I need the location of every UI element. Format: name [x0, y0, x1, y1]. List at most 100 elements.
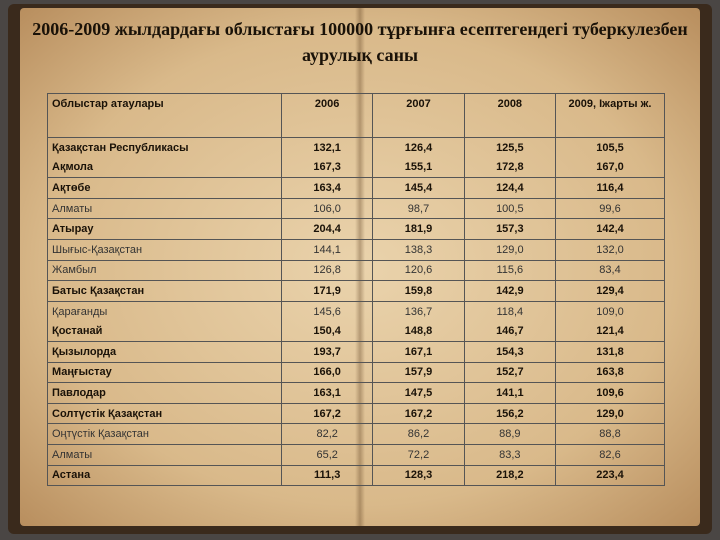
value-cell: 163,1	[280, 382, 374, 404]
table-row: Маңғыстау 166,0 157,9 152,7 163,8	[47, 361, 665, 384]
region-cell: Ақмола	[47, 157, 282, 179]
value-cell: 204,4	[280, 218, 374, 240]
value-cell: 157,3	[463, 218, 557, 240]
value-cell: 82,6	[555, 443, 665, 466]
value-cell: 167,1	[372, 340, 465, 363]
title: 2006-2009 жылдардағы облыстағы 100000 тұ…	[32, 19, 688, 65]
value-cell: 124,4	[463, 177, 557, 199]
table-row: Жамбыл 126,8 120,6 115,6 83,4	[47, 259, 665, 282]
table-row: Алматы 65,2 72,2 83,3 82,6	[47, 443, 665, 466]
table-row: Атырау 204,4 181,9 157,3 142,4	[47, 218, 665, 240]
value-cell: 83,3	[463, 443, 557, 466]
table-row: Қызылорда 193,7 167,1 154,3 131,8	[47, 340, 665, 363]
value-cell: 144,1	[280, 238, 374, 261]
table-row: Шығыс-Қазақстан 144,1 138,3 129,0 132,0	[47, 238, 665, 261]
value-cell: 156,2	[463, 402, 557, 425]
table-row: Батыс Қазақстан 171,9 159,8 142,9 129,4	[47, 280, 665, 302]
value-cell: 166,0	[280, 361, 374, 384]
value-cell: 86,2	[372, 423, 465, 445]
header-row: Облыстар атаулары 2006 2007 2008 2009, Іжарт…	[47, 93, 665, 138]
table-row: Алматы 106,0 98,7 100,5 99,6	[47, 197, 665, 220]
table-row: Ақмола 167,3 155,1 172,8 167,0	[47, 157, 665, 179]
value-cell: 223,4	[555, 464, 665, 487]
table-row: Қарағанды 145,6 136,7 118,4 109,0	[47, 300, 665, 322]
value-cell: 150,4	[280, 321, 374, 342]
value-cell: 154,3	[463, 340, 557, 363]
value-cell: 155,1	[372, 157, 465, 179]
value-cell: 145,4	[372, 177, 465, 199]
value-cell: 132,1	[280, 136, 374, 158]
value-cell: 145,6	[280, 300, 374, 322]
value-cell: 146,7	[463, 321, 557, 342]
value-cell: 167,2	[372, 402, 465, 425]
value-cell: 163,8	[555, 361, 665, 384]
value-cell: 129,4	[555, 280, 665, 302]
value-cell: 126,8	[280, 259, 374, 282]
header-cell: Облыстар атаулары	[47, 93, 282, 138]
region-cell: Маңғыстау	[47, 361, 282, 384]
region-cell: Қостанай	[47, 321, 282, 342]
value-cell: 148,8	[372, 321, 465, 342]
table-row: Солтүстік Қазақстан 167,2 167,2 156,2 129,0	[47, 402, 665, 425]
region-cell: Ақтөбе	[47, 177, 282, 199]
value-cell: 142,4	[555, 218, 665, 240]
value-cell: 105,5	[555, 136, 665, 158]
value-cell: 142,9	[463, 280, 557, 302]
value-cell: 109,0	[555, 300, 665, 322]
table-row: Павлодар 163,1 147,5 141,1 109,6	[47, 382, 665, 404]
value-cell: 193,7	[280, 340, 374, 363]
header-cell: 2007	[372, 93, 465, 138]
value-cell: 116,4	[555, 177, 665, 199]
value-cell: 125,5	[463, 136, 557, 158]
region-cell: Оңтүстік Қазақстан	[47, 423, 282, 445]
value-cell: 167,0	[555, 157, 665, 179]
value-cell: 82,2	[280, 423, 374, 445]
value-cell: 147,5	[372, 382, 465, 404]
table-row: Қостанай 150,4 148,8 146,7 121,4	[47, 321, 665, 342]
region-cell: Қарағанды	[47, 300, 282, 322]
region-cell: Шығыс-Қазақстан	[47, 238, 282, 261]
region-cell: Қызылорда	[47, 340, 282, 363]
value-cell: 99,6	[555, 197, 665, 220]
value-cell: 172,8	[463, 157, 557, 179]
header-cell: 2009, Іжарты ж.	[555, 93, 665, 138]
region-cell: Солтүстік Қазақстан	[47, 402, 282, 425]
value-cell: 65,2	[280, 443, 374, 466]
table-row: Астана 111,3 128,3 218,2 223,4	[47, 464, 665, 487]
region-cell: Павлодар	[47, 382, 282, 404]
value-cell: 167,2	[280, 402, 374, 425]
value-cell: 111,3	[280, 464, 374, 487]
value-cell: 72,2	[372, 443, 465, 466]
table: Облыстар атаулары 2006 2007 2008 2009, Іжарт…	[47, 93, 665, 487]
value-cell: 136,7	[372, 300, 465, 322]
value-cell: 88,8	[555, 423, 665, 445]
table-row: Оңтүстік Қазақстан 82,2 86,2 88,9 88,8	[47, 423, 665, 445]
value-cell: 163,4	[280, 177, 374, 199]
header-cell: 2008	[463, 93, 557, 138]
value-cell: 98,7	[372, 197, 465, 220]
value-cell: 159,8	[372, 280, 465, 302]
value-cell: 218,2	[463, 464, 557, 487]
value-cell: 131,8	[555, 340, 665, 363]
value-cell: 138,3	[372, 238, 465, 261]
region-cell: Алматы	[47, 443, 282, 466]
value-cell: 109,6	[555, 382, 665, 404]
value-cell: 129,0	[463, 238, 557, 261]
value-cell: 83,4	[555, 259, 665, 282]
region-cell: Жамбыл	[47, 259, 282, 282]
value-cell: 120,6	[372, 259, 465, 282]
value-cell: 106,0	[280, 197, 374, 220]
header-cell: 2006	[280, 93, 374, 138]
value-cell: 132,0	[555, 238, 665, 261]
value-cell: 157,9	[372, 361, 465, 384]
region-cell: Батыс Қазақстан	[47, 280, 282, 302]
value-cell: 118,4	[463, 300, 557, 322]
region-cell: Астана	[47, 464, 282, 487]
value-cell: 115,6	[463, 259, 557, 282]
value-cell: 129,0	[555, 402, 665, 425]
value-cell: 181,9	[372, 218, 465, 240]
value-cell: 141,1	[463, 382, 557, 404]
value-cell: 100,5	[463, 197, 557, 220]
value-cell: 126,4	[372, 136, 465, 158]
